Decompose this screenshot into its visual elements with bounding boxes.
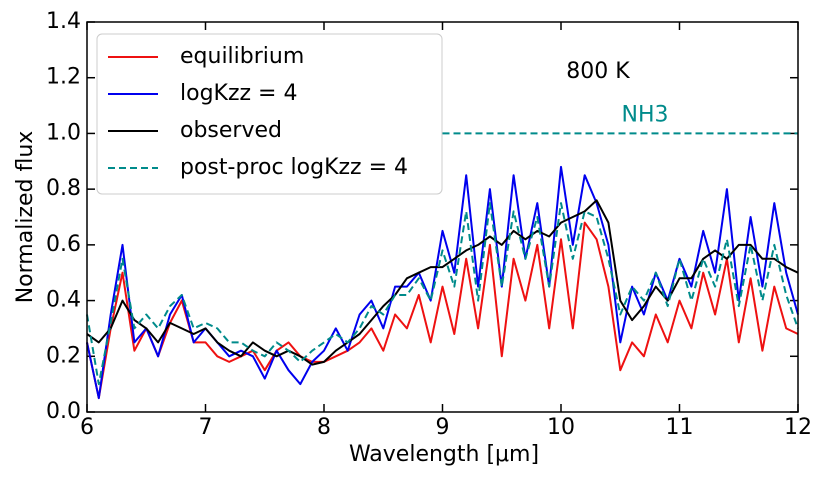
y-axis-label: Normalized flux xyxy=(13,131,38,304)
y-tick-label: 1.4 xyxy=(46,9,81,34)
y-tick-label: 0.6 xyxy=(46,232,81,257)
x-axis-label: Wavelength [μm] xyxy=(349,442,539,467)
legend-label: observed xyxy=(180,118,282,143)
annotation: 800 K xyxy=(566,59,630,84)
series-line xyxy=(86,221,799,400)
legend-label: post-proc logKzz = 4 xyxy=(180,155,408,180)
legend-box xyxy=(96,33,443,195)
series-line xyxy=(86,199,799,366)
x-tick-label: 12 xyxy=(784,415,812,440)
x-tick-label: 11 xyxy=(666,415,694,440)
series-line xyxy=(86,202,799,386)
y-tick-label: 0.0 xyxy=(46,399,81,424)
y-tick-label: 0.8 xyxy=(46,176,81,201)
x-tick-label: 6 xyxy=(80,415,94,440)
series-line xyxy=(86,165,799,400)
y-tick-label: 1.0 xyxy=(46,120,81,145)
legend-label: logKzz = 4 xyxy=(180,81,297,106)
x-tick-label: 9 xyxy=(436,415,450,440)
plot-frame xyxy=(86,21,799,413)
x-tick-label: 8 xyxy=(317,415,331,440)
x-tick-label: 10 xyxy=(547,415,575,440)
y-tick-label: 0.2 xyxy=(46,343,81,368)
y-tick-label: 0.4 xyxy=(46,288,81,313)
legend-label: equilibrium xyxy=(180,44,304,69)
x-tick-label: 7 xyxy=(199,415,213,440)
reference-label: NH3 xyxy=(622,102,669,127)
y-tick-label: 1.2 xyxy=(46,65,81,90)
